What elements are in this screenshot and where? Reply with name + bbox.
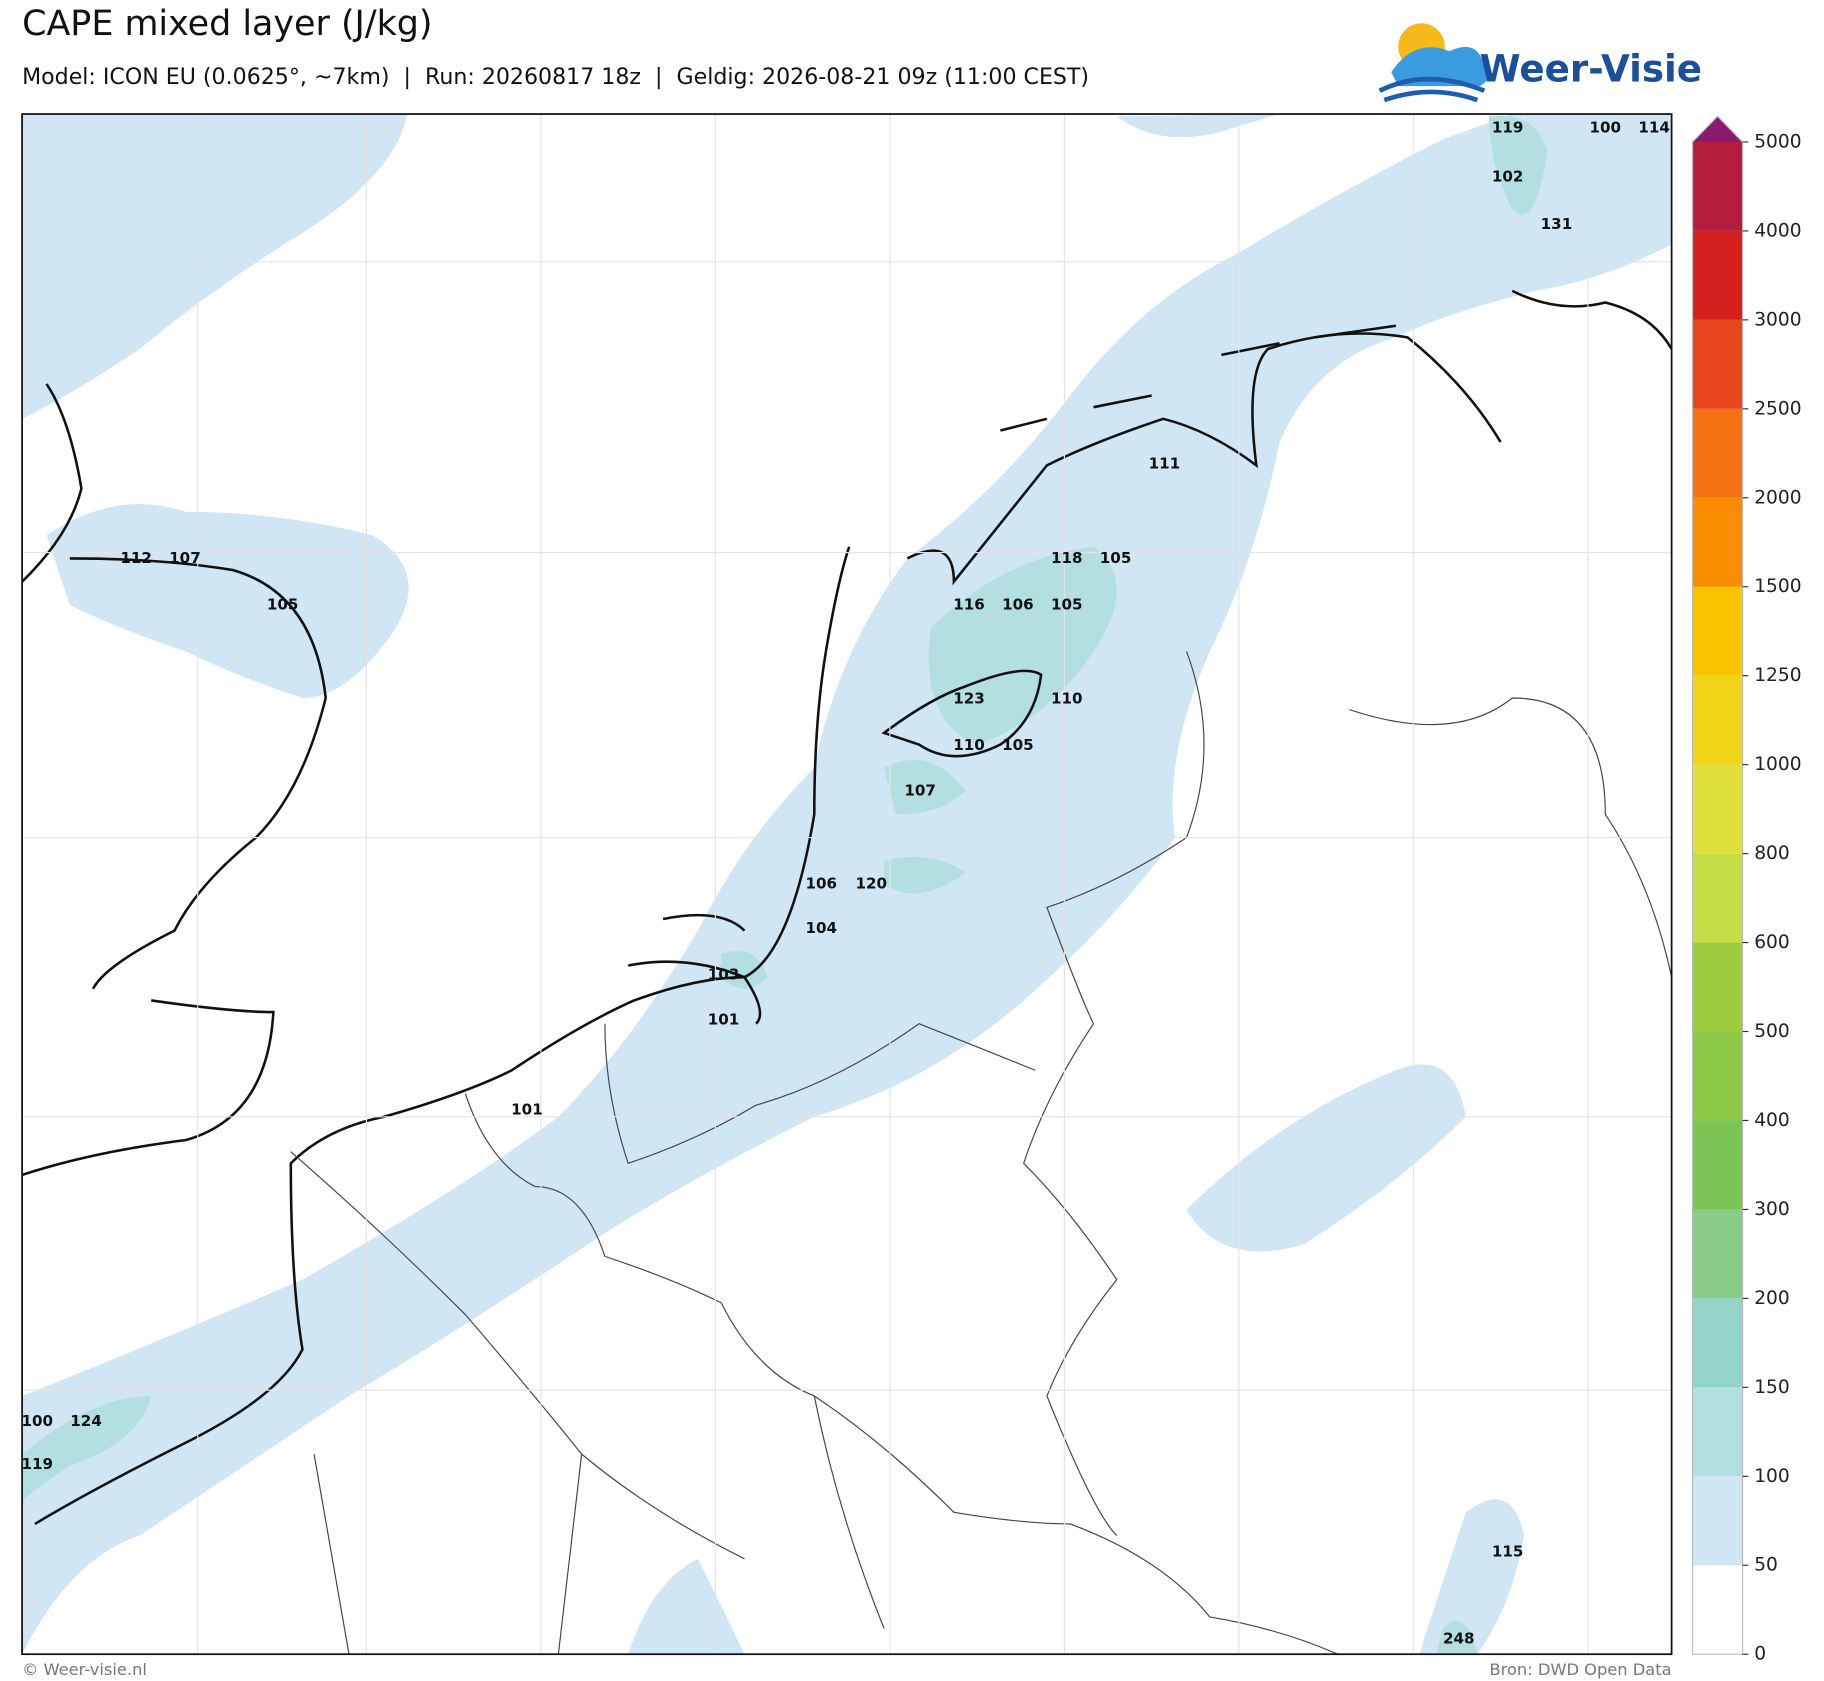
colorbar-band [1692, 230, 1743, 320]
colorbar-band [1692, 1120, 1743, 1210]
colorbar-band [1692, 141, 1743, 231]
colorbar-tick-label: 0 [1754, 1644, 1766, 1665]
footer-right: Bron: DWD Open Data [1489, 1660, 1671, 1679]
map-label: 110 [1051, 690, 1083, 708]
borders [290, 651, 1672, 1655]
colorbar-tick-label: 200 [1754, 1288, 1790, 1309]
graticule [22, 114, 1672, 1655]
colorbar-band [1692, 764, 1743, 854]
colorbar-tick-label: 4000 [1754, 220, 1801, 241]
map: 119 100 114 102 131 111 118 105 116 106 105 123 110 1… [21, 114, 1672, 1655]
map-label: 100 [21, 1412, 53, 1430]
colorbar-band [1692, 853, 1743, 943]
colorbar-band [1692, 1209, 1743, 1299]
colorbar-tick-label: 600 [1754, 932, 1790, 953]
colorbar-band [1692, 497, 1743, 587]
map-label: 101 [708, 1011, 740, 1029]
colorbar-tick-label: 100 [1754, 1466, 1790, 1487]
colorbar-tick-label: 5000 [1754, 131, 1801, 152]
colorbar-tick-label: 2000 [1754, 487, 1801, 508]
map-label: 114 [1638, 119, 1670, 137]
colorbar-tick-label: 800 [1754, 843, 1790, 864]
map-labels: 119 100 114 102 131 111 118 105 116 106 105 123 110 1… [21, 119, 1670, 1648]
colorbar-band [1692, 1031, 1743, 1121]
colorbar-tick-label: 1500 [1754, 576, 1801, 597]
colorbar-tick-label: 50 [1754, 1555, 1778, 1576]
map-label: 110 [953, 736, 985, 754]
colorbar-band [1692, 1387, 1743, 1477]
colorbar-band [1692, 942, 1743, 1032]
colorbar-tick-label: 400 [1754, 1110, 1790, 1131]
footer-left: © Weer-visie.nl [22, 1660, 147, 1679]
map-label: 123 [953, 690, 985, 708]
map-label: 107 [904, 782, 936, 800]
map-label: 105 [1002, 736, 1034, 754]
map-label: 120 [856, 875, 888, 893]
colorbar-tick-label: 2500 [1754, 398, 1801, 419]
colorbar-band [1692, 1476, 1743, 1566]
colorbar-band [1692, 675, 1743, 765]
colorbar-tick-label: 1250 [1754, 665, 1801, 686]
map-label: 118 [1051, 549, 1083, 567]
map-label: 111 [1149, 455, 1181, 473]
colorbar-tick-label: 1000 [1754, 754, 1801, 775]
map-label: 131 [1541, 215, 1573, 233]
cape-field-100 [22, 115, 1548, 1655]
map-label: 119 [1492, 119, 1524, 137]
map-label: 119 [21, 1455, 53, 1473]
colorbar-band [1692, 586, 1743, 676]
colorbar-tick-label: 300 [1754, 1199, 1790, 1220]
logo: Weer-Visie [1378, 23, 1702, 103]
map-label: 102 [1492, 167, 1524, 185]
map-label: 248 [1443, 1630, 1475, 1648]
colorbar-band [1692, 1298, 1743, 1388]
colorbar-band [1692, 1565, 1743, 1655]
colorbar-band [1692, 319, 1743, 409]
map-label: 103 [708, 965, 740, 983]
colorbar-extend [1692, 116, 1743, 142]
map-frame [21, 113, 1673, 1656]
map-label: 106 [1002, 595, 1034, 613]
map-label: 105 [1051, 595, 1083, 613]
colorbar: 0 50 100 150 200 300 400 500 600 800 1000 1250 1500 2… [1691, 115, 1802, 1665]
map-label: 100 [1590, 119, 1622, 137]
colorbar-tick-label: 3000 [1754, 309, 1801, 330]
map-label: 115 [1492, 1542, 1524, 1560]
logo-text: Weer-Visie [1480, 46, 1702, 90]
map-label: 124 [70, 1412, 102, 1430]
colorbar-tick-label: 500 [1754, 1021, 1790, 1042]
map-label: 112 [120, 549, 152, 567]
coastlines [22, 289, 1672, 1526]
map-label: 104 [805, 919, 837, 937]
title: CAPE mixed layer (J/kg) [22, 4, 432, 44]
map-label: 105 [1100, 549, 1132, 567]
colorbar-band [1692, 408, 1743, 498]
colorbar-outline [1691, 115, 1744, 1655]
colorbar-tick-label: 150 [1754, 1377, 1790, 1398]
map-label: 106 [805, 875, 837, 893]
subtitle: Model: ICON EU (0.0625°, ~7km) | Run: 20… [22, 64, 1089, 90]
map-label: 105 [267, 595, 299, 613]
map-label: 101 [511, 1100, 543, 1118]
map-label: 107 [169, 549, 201, 567]
map-label: 116 [953, 595, 985, 613]
